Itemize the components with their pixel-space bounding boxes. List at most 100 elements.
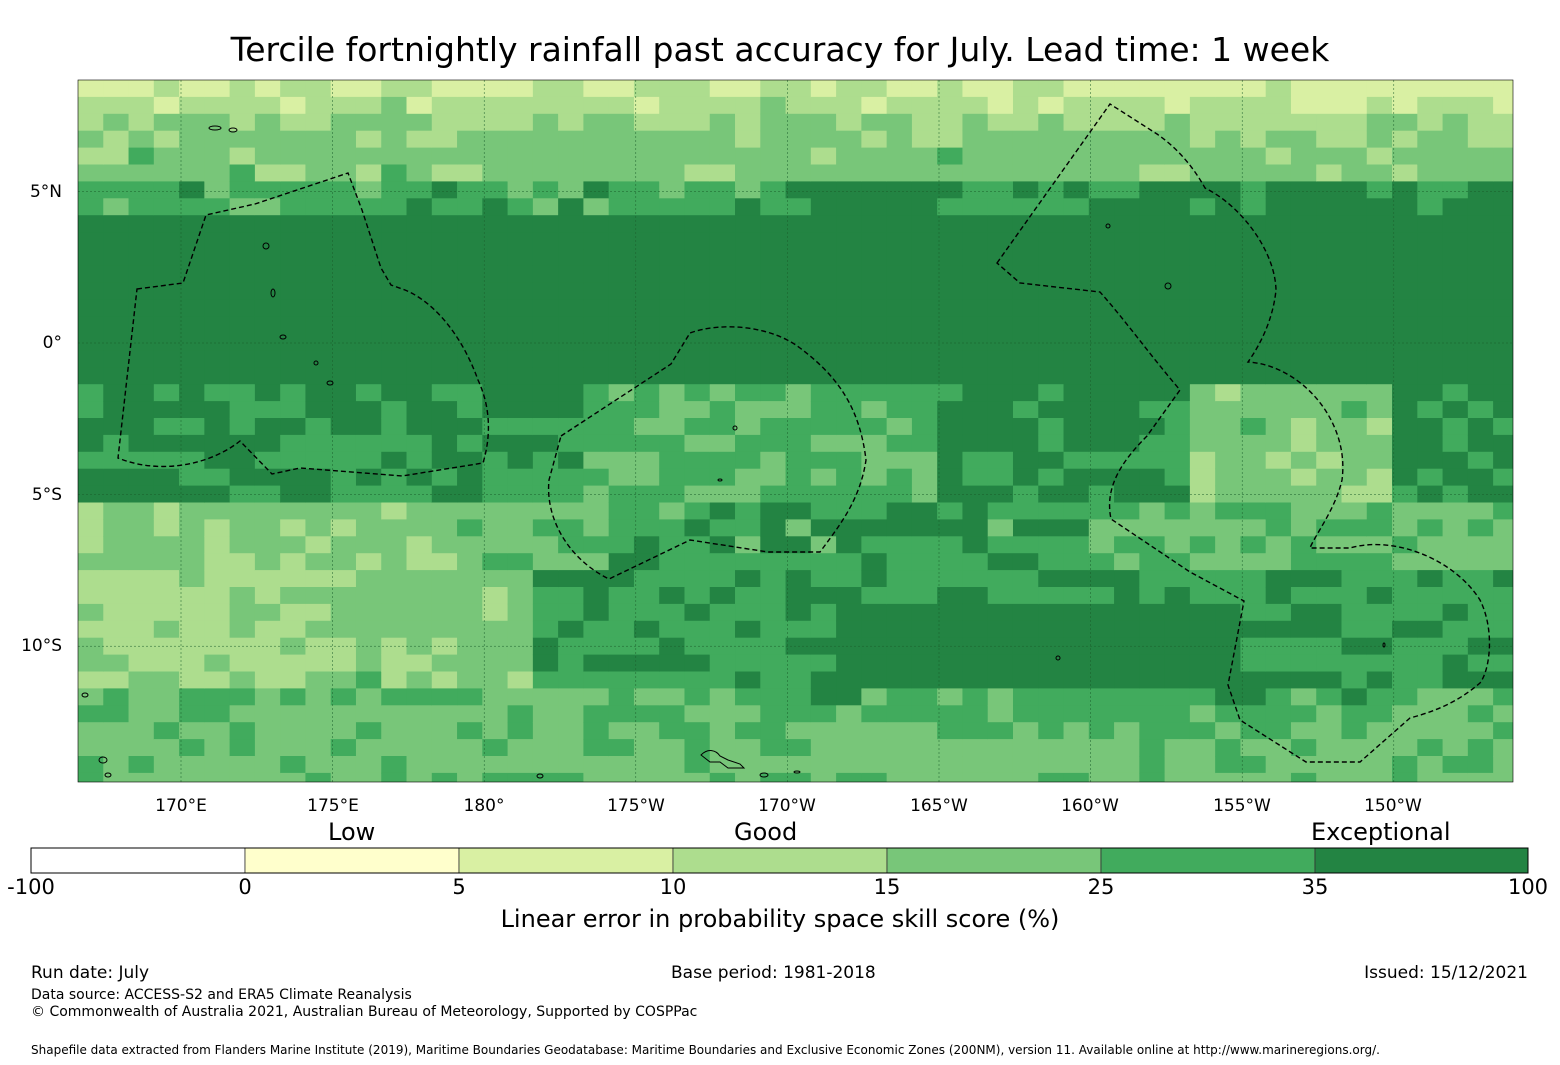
grid-cell — [1114, 756, 1140, 774]
grid-cell — [1316, 485, 1342, 503]
grid-cell — [1063, 570, 1090, 588]
grid-cell — [861, 333, 888, 351]
grid-cell — [1088, 113, 1115, 132]
grid-cell — [229, 130, 256, 149]
grid-cell — [355, 434, 382, 453]
grid-cell — [1493, 570, 1513, 588]
grid-cell — [861, 705, 888, 723]
grid-cell — [254, 671, 281, 689]
grid-cell — [886, 80, 913, 98]
grid-cell — [1442, 654, 1469, 672]
grid-cell — [1392, 418, 1418, 436]
island-outline — [326, 380, 334, 386]
grid-cell — [1139, 181, 1166, 199]
colorbar-tick: 100 — [1507, 875, 1549, 899]
grid-cell — [810, 502, 837, 520]
grid-cell — [179, 401, 205, 419]
grid-cell — [861, 654, 888, 672]
grid-cell — [1164, 367, 1191, 385]
grid-cell — [911, 232, 938, 250]
grid-cell — [1493, 350, 1513, 368]
grid-cell — [179, 96, 205, 115]
grid-cell — [457, 367, 483, 385]
grid-cell — [482, 80, 509, 98]
grid-cell — [1493, 451, 1513, 470]
grid-cell — [229, 181, 256, 199]
grid-cell — [482, 756, 509, 774]
grid-cell — [709, 739, 736, 757]
grid-cell — [330, 434, 357, 453]
grid-cell — [760, 722, 787, 740]
grid-cell — [381, 249, 408, 267]
grid-cell — [735, 181, 761, 199]
grid-cell — [1088, 299, 1115, 318]
grid-cell — [1038, 401, 1065, 419]
grid-cell — [659, 367, 685, 385]
grid-cell — [836, 181, 862, 199]
grid-cell — [1012, 587, 1039, 605]
grid-cell — [1290, 587, 1317, 605]
grid-cell — [1164, 519, 1191, 537]
grid-cell — [1215, 772, 1241, 782]
grid-cell — [482, 468, 509, 487]
shapefile-credit: Shapefile data extracted from Flanders M… — [31, 1043, 1380, 1057]
grid-cell — [128, 451, 155, 470]
grid-cell — [128, 654, 155, 672]
grid-cell — [330, 688, 357, 706]
grid-cell — [1114, 570, 1140, 588]
grid-cell — [962, 367, 989, 385]
grid-cell — [1265, 519, 1292, 537]
grid-cell — [128, 519, 155, 537]
grid-cell — [1088, 164, 1115, 182]
grid-cell — [1012, 671, 1039, 689]
grid-cell — [1038, 384, 1065, 402]
grid-cell — [633, 688, 660, 706]
grid-cell — [911, 756, 938, 774]
grid-cell — [1341, 705, 1368, 723]
grid-cell — [583, 333, 610, 351]
grid-cell — [482, 739, 509, 757]
grid-cell — [861, 418, 888, 436]
grid-cell — [1290, 113, 1317, 132]
grid-cell — [78, 671, 104, 689]
grid-cell — [1063, 637, 1090, 656]
grid-cell — [987, 215, 1014, 233]
grid-cell — [78, 587, 104, 605]
grid-cell — [1316, 637, 1342, 656]
grid-cell — [406, 434, 433, 453]
grid-cell — [886, 620, 913, 639]
grid-cell — [507, 451, 534, 470]
grid-cell — [558, 80, 584, 98]
grid-cell — [305, 705, 332, 723]
grid-cell — [406, 282, 433, 301]
grid-cell — [987, 536, 1014, 554]
grid-cell — [1038, 367, 1065, 385]
grid-cell — [810, 688, 837, 706]
grid-cell — [1341, 401, 1368, 419]
grid-cell — [204, 671, 231, 689]
grid-cell — [229, 384, 256, 402]
grid-cell — [558, 113, 584, 132]
grid-cell — [1189, 299, 1216, 318]
grid-cell — [406, 502, 433, 520]
grid-cell — [608, 418, 635, 436]
grid-cell — [128, 249, 155, 267]
grid-cell — [1341, 232, 1368, 250]
grid-cell — [760, 468, 787, 487]
grid-cell — [1088, 603, 1115, 622]
grid-cell — [1366, 451, 1393, 470]
grid-cell — [836, 688, 862, 706]
grid-cell — [254, 249, 281, 267]
grid-cell — [608, 434, 635, 453]
grid-cell — [937, 130, 963, 149]
grid-cell — [633, 485, 660, 503]
grid-cell — [659, 384, 685, 402]
grid-cell — [78, 265, 104, 284]
grid-cell — [1290, 147, 1317, 165]
grid-cell — [1417, 739, 1444, 757]
grid-cell — [836, 756, 862, 774]
grid-cell — [886, 316, 913, 334]
grid-cell — [1038, 468, 1065, 487]
grid-cell — [229, 333, 256, 351]
grid-cell — [1063, 502, 1090, 520]
